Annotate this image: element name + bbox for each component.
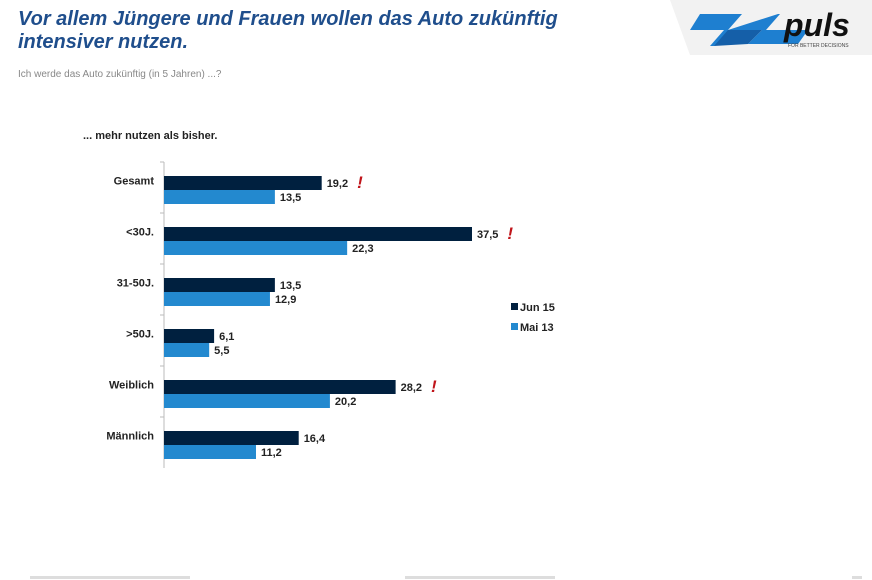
legend-swatch-jun15 bbox=[511, 303, 518, 310]
data-label: 6,1 bbox=[219, 331, 234, 343]
legend-swatch-mai13 bbox=[511, 323, 518, 330]
significance-marker: ! bbox=[507, 224, 513, 243]
footer-left bbox=[30, 576, 190, 579]
data-label: 20,2 bbox=[335, 396, 356, 408]
bar-mai13 bbox=[164, 394, 330, 408]
bar-mai13 bbox=[164, 343, 210, 357]
category-label: Männlich bbox=[106, 431, 154, 443]
bar-jun15 bbox=[164, 227, 472, 241]
legend-label: Jun 15 bbox=[520, 302, 555, 314]
logo-brand: puls bbox=[783, 7, 850, 43]
category-label: Weiblich bbox=[109, 380, 154, 392]
bar-jun15 bbox=[164, 431, 299, 445]
category-label: >50J. bbox=[126, 329, 154, 341]
title-line-2: intensiver nutzen. bbox=[18, 31, 189, 53]
footer-page bbox=[852, 576, 862, 579]
logo-tagline: FOR BETTER DECISIONS bbox=[788, 43, 849, 49]
bar-jun15 bbox=[164, 176, 322, 190]
bar-jun15 bbox=[164, 278, 275, 292]
significance-marker: ! bbox=[357, 173, 363, 192]
puls-logo: puls FOR BETTER DECISIONS bbox=[670, 0, 872, 58]
data-label: 13,5 bbox=[280, 192, 301, 204]
data-label: 13,5 bbox=[280, 280, 301, 292]
chart-title: ... mehr nutzen als bisher. bbox=[83, 130, 218, 142]
page-title: Vor allem Jüngere und Frauen wollen das … bbox=[18, 8, 558, 54]
data-label: 22,3 bbox=[352, 243, 373, 255]
legend-label: Mai 13 bbox=[520, 322, 554, 334]
bar-mai13 bbox=[164, 190, 275, 204]
data-label: 28,2 bbox=[401, 382, 422, 394]
data-label: 37,5 bbox=[477, 229, 498, 241]
significance-marker: ! bbox=[431, 377, 437, 396]
bar-jun15 bbox=[164, 329, 215, 343]
question-subtitle: Ich werde das Auto zukünftig (in 5 Jahre… bbox=[18, 69, 222, 80]
bar-mai13 bbox=[164, 292, 270, 306]
category-label: 31-50J. bbox=[117, 278, 154, 290]
title-line-1: Vor allem Jüngere und Frauen wollen das … bbox=[18, 8, 558, 30]
footer-center bbox=[405, 576, 555, 579]
data-label: 12,9 bbox=[275, 294, 296, 306]
bar-jun15 bbox=[164, 380, 396, 394]
bar-mai13 bbox=[164, 241, 348, 255]
data-label: 16,4 bbox=[304, 433, 326, 445]
data-label: 19,2 bbox=[327, 178, 348, 190]
bar-mai13 bbox=[164, 445, 256, 459]
category-label: Gesamt bbox=[114, 176, 155, 188]
data-label: 5,5 bbox=[214, 345, 229, 357]
data-label: 11,2 bbox=[261, 447, 282, 459]
category-label: <30J. bbox=[126, 227, 154, 239]
x-logo-icon: puls FOR BETTER DECISIONS bbox=[670, 0, 872, 55]
